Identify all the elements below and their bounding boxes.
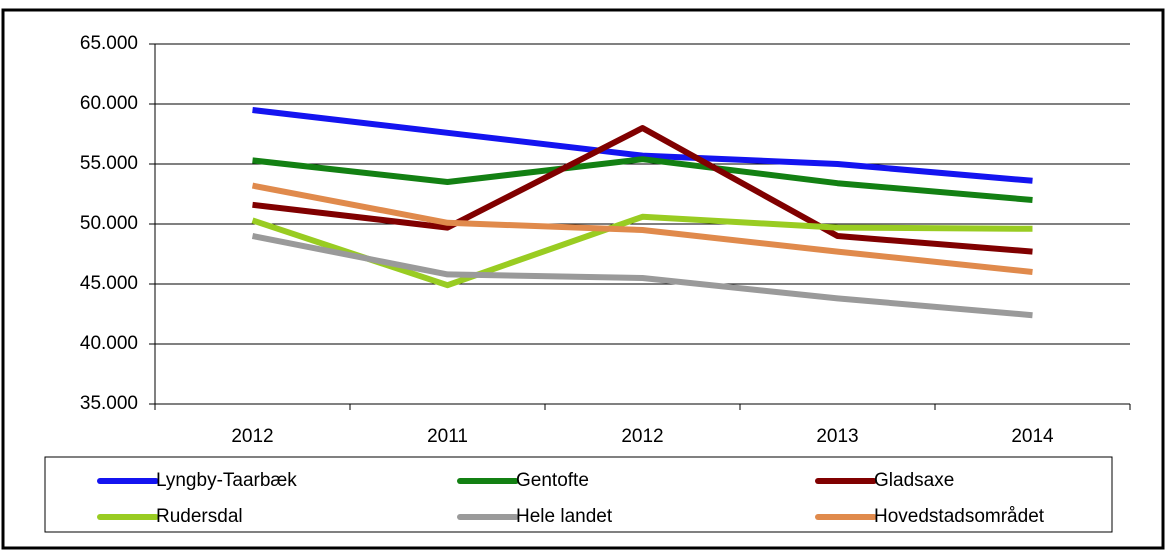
y-tick-label: 35.000 xyxy=(80,393,138,414)
x-tick-label: 2011 xyxy=(427,426,468,447)
y-tick-label: 60.000 xyxy=(80,93,138,114)
legend-label: Gentofte xyxy=(516,470,589,491)
y-tick-label: 45.000 xyxy=(80,273,138,294)
y-tick-label: 55.000 xyxy=(80,153,138,174)
series-line xyxy=(252,156,1033,203)
series-line xyxy=(251,182,1033,275)
x-tick-label: 2012 xyxy=(621,426,663,447)
y-tick-label: 65.000 xyxy=(80,33,138,54)
series-line xyxy=(252,125,1033,255)
x-tick-label: 2012 xyxy=(231,426,273,447)
legend-label: Rudersdal xyxy=(156,506,243,527)
legend-label: Lyngby-Taarbæk xyxy=(156,470,297,491)
legend-label: Gladsaxe xyxy=(874,470,954,491)
y-tick-label: 40.000 xyxy=(80,333,138,354)
legend-box xyxy=(44,456,1113,533)
legend-label: Hele landet xyxy=(516,506,613,527)
series-line xyxy=(251,233,1033,319)
y-tick-label: 50.000 xyxy=(80,213,138,234)
x-tick-label: 2013 xyxy=(816,426,858,447)
legend-label: Hovedstadsområdet xyxy=(874,506,1045,527)
x-tick-label: 2014 xyxy=(1011,426,1054,447)
series-line xyxy=(252,107,1033,184)
